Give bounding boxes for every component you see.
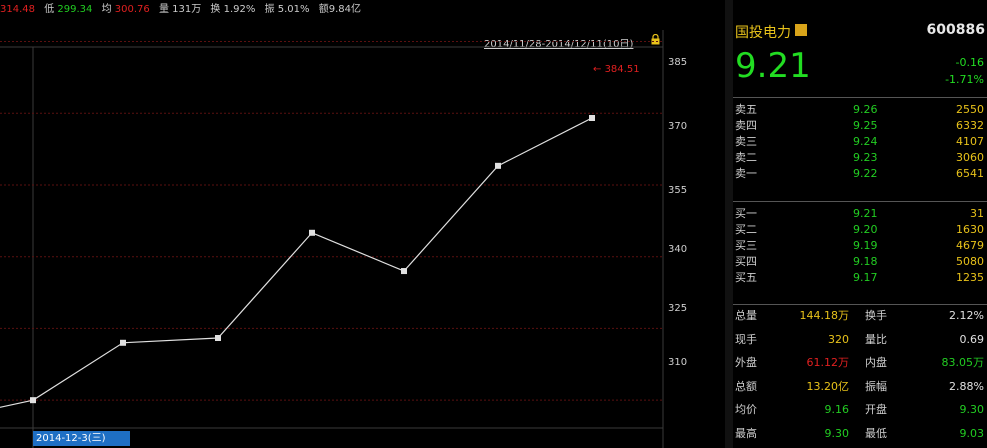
stat-label: 换手 bbox=[865, 309, 887, 322]
stat-value: 9.30 bbox=[959, 403, 985, 416]
margin-badge-icon bbox=[795, 24, 807, 36]
stat-label: 最高 bbox=[735, 426, 757, 440]
avg-label: 均 300.76 bbox=[101, 4, 150, 15]
ask-row: 卖三 9.24 4107 bbox=[735, 135, 984, 148]
stat-label: 均价 bbox=[735, 403, 757, 416]
stat-label: 振幅 bbox=[865, 379, 887, 393]
bid-row: 买四 9.18 5080 bbox=[735, 255, 984, 268]
divider-line bbox=[733, 304, 987, 305]
line-chart bbox=[0, 30, 664, 448]
ask-row: 卖四 9.25 6332 bbox=[735, 119, 984, 132]
y-tick-label: 385 bbox=[668, 57, 688, 68]
amount-label: 额9.84亿 bbox=[318, 4, 361, 15]
stat-row: 最高 9.30 最低 9.03 bbox=[733, 424, 987, 444]
stat-value: 0.69 bbox=[959, 332, 985, 346]
bid-row: 买二 9.20 1630 bbox=[735, 223, 984, 236]
ask-row: 卖一 9.22 6541 bbox=[735, 167, 984, 180]
y-tick-label: 370 bbox=[668, 121, 688, 132]
current-price-marker: ← 384.51 bbox=[593, 64, 640, 75]
data-point bbox=[215, 335, 221, 341]
stat-value: 83.05万 bbox=[941, 356, 985, 369]
stat-label: 外盘 bbox=[735, 356, 757, 369]
bid-row: 买一 9.21 31 bbox=[735, 207, 984, 220]
ask-row: 卖二 9.23 3060 bbox=[735, 151, 984, 164]
quote-panel: 国投电力 600886 9.21 -0.16 -1.71% 卖五 9.26 2550… bbox=[733, 0, 987, 448]
stat-label: 总量 bbox=[735, 309, 757, 322]
divider-line bbox=[733, 201, 987, 202]
data-point bbox=[589, 115, 595, 121]
pane-divider[interactable] bbox=[725, 0, 733, 448]
date-range-link[interactable]: 2014/11/28-2014/12/11(10日) bbox=[484, 39, 634, 50]
stat-row: 总额 13.20亿 振幅 2.88% bbox=[733, 377, 987, 397]
stat-label: 量比 bbox=[865, 332, 887, 346]
data-point bbox=[120, 339, 126, 346]
y-tick-label: 325 bbox=[668, 303, 688, 314]
crosshair-date-label: 2014-12-3(三) bbox=[33, 431, 130, 446]
stat-value: 9.30 bbox=[824, 426, 850, 440]
stock-name[interactable]: 国投电力 bbox=[735, 25, 791, 41]
lock-icon[interactable] bbox=[651, 34, 660, 45]
price-change-percent: -1.71% bbox=[945, 73, 984, 86]
data-point bbox=[309, 229, 315, 236]
low-label: 低 299.34 bbox=[44, 4, 93, 15]
chart-info-bar: 314.48 低 299.34 均 300.76 量 131万 换 1.92% … bbox=[0, 0, 725, 20]
y-tick-label: 340 bbox=[668, 244, 688, 255]
stat-label: 总额 bbox=[735, 379, 757, 393]
data-point bbox=[30, 397, 36, 404]
current-value: 314.48 bbox=[0, 4, 35, 15]
stat-value: 320 bbox=[828, 332, 849, 346]
turnover-label: 换 1.92% bbox=[210, 4, 256, 15]
amplitude-label: 振 5.01% bbox=[264, 4, 310, 15]
stat-label: 内盘 bbox=[865, 356, 887, 369]
stat-value: 2.88% bbox=[949, 379, 984, 393]
stat-row: 均价 9.16 开盘 9.30 bbox=[733, 400, 987, 420]
stat-label: 现手 bbox=[735, 332, 757, 346]
series-line bbox=[0, 117, 593, 408]
stock-code: 600886 bbox=[926, 22, 985, 38]
data-point bbox=[401, 268, 407, 275]
y-tick-label: 355 bbox=[668, 185, 688, 196]
data-point bbox=[495, 162, 501, 169]
bid-row: 买三 9.19 4679 bbox=[735, 239, 984, 252]
stat-value: 144.18万 bbox=[799, 309, 850, 322]
stat-label: 开盘 bbox=[865, 403, 887, 416]
last-price: 9.21 bbox=[735, 46, 811, 86]
stat-value: 13.20亿 bbox=[806, 379, 850, 393]
stat-value: 61.12万 bbox=[806, 356, 850, 369]
chart-pane[interactable]: 314.48 低 299.34 均 300.76 量 131万 换 1.92% … bbox=[0, 0, 725, 448]
y-tick-label: 310 bbox=[668, 357, 688, 368]
bid-row: 买五 9.17 1235 bbox=[735, 271, 984, 284]
stat-label: 最低 bbox=[865, 426, 887, 440]
vol-label: 量 131万 bbox=[158, 4, 202, 15]
stat-row: 外盘 61.12万 内盘 83.05万 bbox=[733, 353, 987, 373]
ask-row: 卖五 9.26 2550 bbox=[735, 103, 984, 116]
stat-row: 总量 144.18万 换手 2.12% bbox=[733, 306, 987, 326]
stat-value: 9.03 bbox=[959, 426, 985, 440]
stat-row: 现手 320 量比 0.69 bbox=[733, 330, 987, 350]
price-change: -0.16 bbox=[955, 56, 984, 69]
divider-line bbox=[733, 97, 987, 98]
stat-value: 9.16 bbox=[824, 403, 850, 416]
stat-value: 2.12% bbox=[949, 309, 984, 322]
